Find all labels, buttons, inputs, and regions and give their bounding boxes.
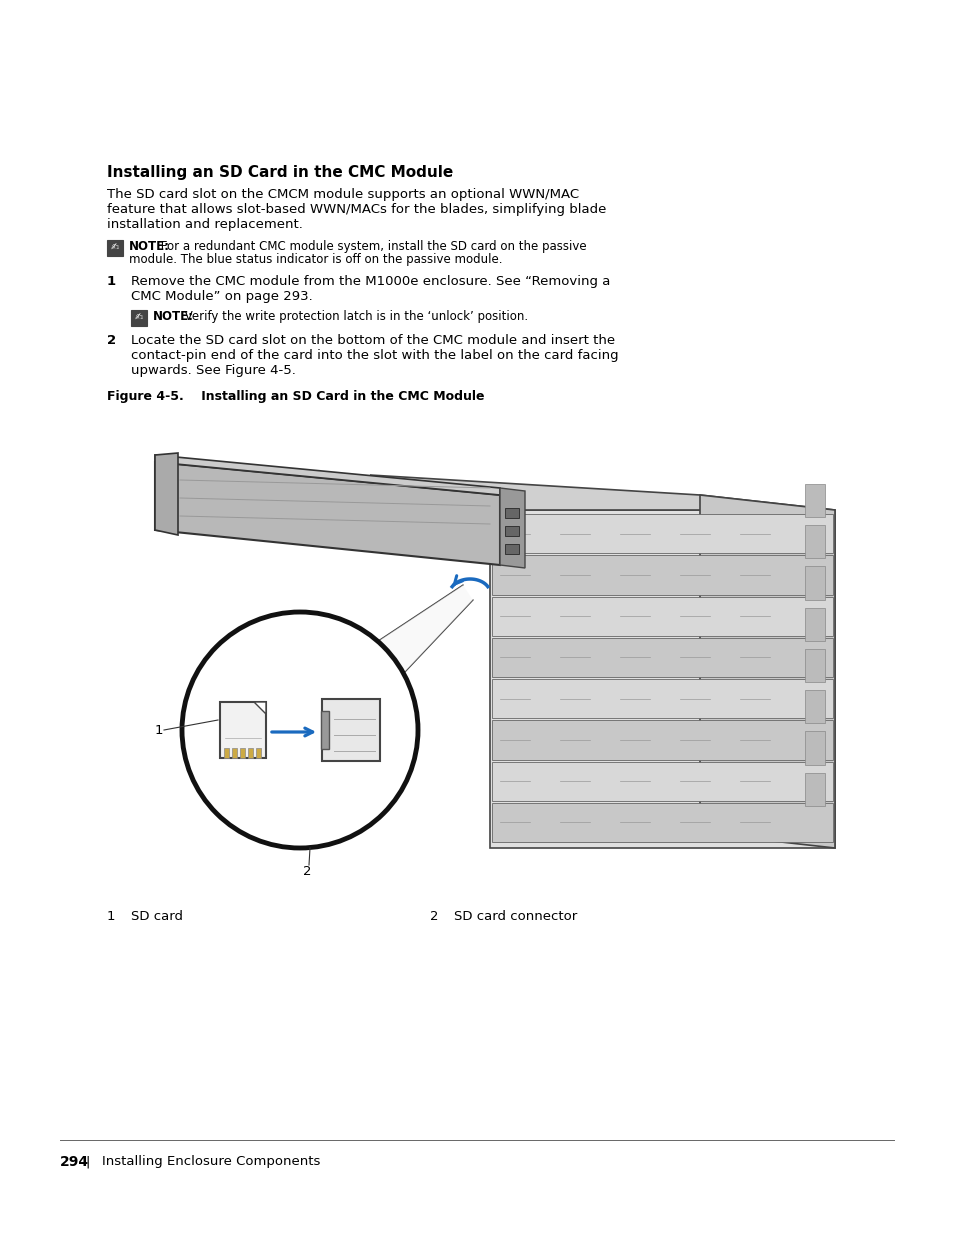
FancyBboxPatch shape	[131, 310, 147, 326]
Polygon shape	[154, 453, 178, 535]
Text: CMC Module” on page 293.: CMC Module” on page 293.	[131, 290, 313, 303]
Text: module. The blue status indicator is off on the passive module.: module. The blue status indicator is off…	[129, 253, 502, 266]
Polygon shape	[700, 495, 834, 848]
Polygon shape	[492, 720, 832, 760]
Polygon shape	[499, 488, 524, 568]
FancyBboxPatch shape	[804, 608, 824, 641]
FancyBboxPatch shape	[320, 711, 329, 748]
Polygon shape	[154, 454, 499, 495]
Text: For a redundant CMC module system, install the SD card on the passive: For a redundant CMC module system, insta…	[157, 240, 586, 253]
FancyBboxPatch shape	[504, 508, 518, 517]
Polygon shape	[364, 585, 473, 677]
Text: ✍: ✍	[111, 243, 119, 253]
Text: SD card: SD card	[131, 910, 183, 923]
Text: Figure 4-5.    Installing an SD Card in the CMC Module: Figure 4-5. Installing an SD Card in the…	[107, 390, 484, 403]
Text: ✍: ✍	[134, 312, 143, 324]
FancyBboxPatch shape	[504, 543, 518, 555]
Polygon shape	[492, 762, 832, 800]
FancyBboxPatch shape	[255, 748, 261, 758]
Polygon shape	[492, 556, 832, 594]
FancyBboxPatch shape	[240, 748, 245, 758]
Text: 2: 2	[303, 864, 312, 878]
Text: |: |	[85, 1155, 90, 1168]
FancyBboxPatch shape	[804, 525, 824, 558]
FancyBboxPatch shape	[804, 773, 824, 805]
Circle shape	[182, 613, 417, 848]
FancyBboxPatch shape	[804, 567, 824, 599]
Text: 294: 294	[60, 1155, 89, 1170]
FancyBboxPatch shape	[224, 748, 229, 758]
FancyBboxPatch shape	[248, 748, 253, 758]
Text: installation and replacement.: installation and replacement.	[107, 219, 302, 231]
FancyBboxPatch shape	[232, 748, 236, 758]
Polygon shape	[492, 637, 832, 677]
Polygon shape	[253, 701, 266, 714]
Text: 1: 1	[107, 275, 116, 288]
FancyBboxPatch shape	[504, 526, 518, 536]
Text: 2: 2	[430, 910, 438, 923]
Text: feature that allows slot-based WWN/MACs for the blades, simplifying blade: feature that allows slot-based WWN/MACs …	[107, 203, 606, 216]
FancyBboxPatch shape	[804, 690, 824, 724]
FancyBboxPatch shape	[322, 699, 379, 761]
FancyBboxPatch shape	[804, 484, 824, 517]
Polygon shape	[492, 803, 832, 842]
FancyBboxPatch shape	[220, 701, 266, 758]
Text: NOTE:: NOTE:	[129, 240, 170, 253]
Text: Installing Enclosure Components: Installing Enclosure Components	[102, 1155, 320, 1168]
Text: SD card connector: SD card connector	[454, 910, 577, 923]
Polygon shape	[490, 510, 834, 848]
FancyBboxPatch shape	[804, 731, 824, 764]
Text: NOTE:: NOTE:	[152, 310, 193, 324]
FancyBboxPatch shape	[804, 648, 824, 682]
Text: Installing an SD Card in the CMC Module: Installing an SD Card in the CMC Module	[107, 165, 453, 180]
FancyBboxPatch shape	[107, 240, 123, 256]
Text: 1: 1	[107, 910, 115, 923]
Text: Locate the SD card slot on the bottom of the CMC module and insert the: Locate the SD card slot on the bottom of…	[131, 333, 615, 347]
Text: The SD card slot on the CMCM module supports an optional WWN/MAC: The SD card slot on the CMCM module supp…	[107, 188, 578, 201]
Text: Remove the CMC module from the M1000e enclosure. See “Removing a: Remove the CMC module from the M1000e en…	[131, 275, 610, 288]
Polygon shape	[492, 514, 832, 553]
Text: Verify the write protection latch is in the ‘unlock’ position.: Verify the write protection latch is in …	[181, 310, 528, 324]
Text: 2: 2	[107, 333, 116, 347]
Polygon shape	[492, 679, 832, 719]
Polygon shape	[154, 462, 499, 564]
Text: upwards. See Figure 4-5.: upwards. See Figure 4-5.	[131, 364, 295, 377]
Text: 1: 1	[154, 724, 163, 736]
Polygon shape	[370, 475, 834, 510]
Text: contact-pin end of the card into the slot with the label on the card facing: contact-pin end of the card into the slo…	[131, 350, 618, 362]
Polygon shape	[492, 597, 832, 636]
